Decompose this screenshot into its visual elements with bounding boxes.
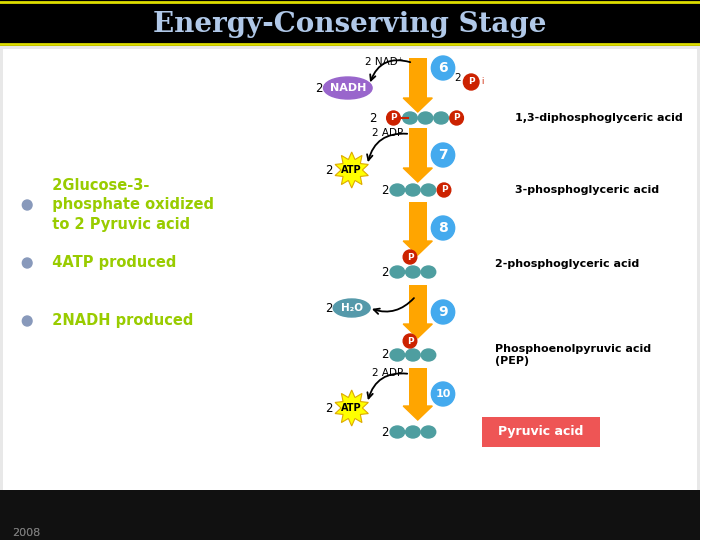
Ellipse shape	[390, 349, 405, 361]
Text: 2-phosphoglyceric acid: 2-phosphoglyceric acid	[495, 259, 640, 269]
Ellipse shape	[405, 266, 420, 278]
Circle shape	[464, 74, 479, 90]
Text: 2: 2	[454, 73, 461, 83]
Ellipse shape	[421, 349, 436, 361]
Ellipse shape	[390, 184, 405, 196]
Circle shape	[431, 143, 454, 167]
Text: P: P	[441, 186, 447, 194]
Ellipse shape	[418, 112, 433, 124]
FancyBboxPatch shape	[409, 128, 426, 168]
Ellipse shape	[402, 112, 418, 124]
FancyBboxPatch shape	[409, 285, 426, 324]
Text: P: P	[454, 113, 460, 123]
Circle shape	[22, 316, 32, 326]
Text: 2NADH produced: 2NADH produced	[42, 314, 193, 328]
Text: i: i	[481, 78, 483, 86]
Polygon shape	[403, 406, 432, 420]
Text: 6: 6	[438, 61, 448, 75]
Text: 2: 2	[315, 82, 323, 94]
Text: ATP: ATP	[341, 165, 362, 175]
Text: P: P	[468, 78, 474, 86]
Polygon shape	[403, 241, 432, 255]
Text: 4ATP produced: 4ATP produced	[42, 255, 176, 271]
Text: 2: 2	[325, 402, 332, 415]
Text: 2: 2	[325, 301, 332, 314]
FancyBboxPatch shape	[482, 417, 600, 447]
Circle shape	[431, 382, 454, 406]
Circle shape	[431, 216, 454, 240]
Circle shape	[22, 258, 32, 268]
Polygon shape	[403, 168, 432, 182]
Circle shape	[403, 334, 417, 348]
Text: 8: 8	[438, 221, 448, 235]
Ellipse shape	[323, 77, 372, 99]
Ellipse shape	[333, 299, 370, 317]
FancyBboxPatch shape	[0, 46, 700, 540]
FancyBboxPatch shape	[0, 490, 700, 540]
Ellipse shape	[390, 266, 405, 278]
Ellipse shape	[405, 184, 420, 196]
Circle shape	[431, 300, 454, 324]
Text: 2 NAD⁺: 2 NAD⁺	[365, 57, 403, 67]
Text: Pyruvic acid: Pyruvic acid	[498, 426, 584, 438]
Text: P: P	[390, 113, 397, 123]
Text: 9: 9	[438, 305, 448, 319]
Text: 10: 10	[436, 389, 451, 399]
Polygon shape	[403, 98, 432, 112]
Text: ATP: ATP	[341, 403, 362, 413]
Text: 2008: 2008	[12, 528, 40, 538]
FancyBboxPatch shape	[409, 368, 426, 406]
Circle shape	[22, 200, 32, 210]
Circle shape	[387, 111, 400, 125]
FancyBboxPatch shape	[0, 0, 700, 46]
Ellipse shape	[421, 266, 436, 278]
Text: 2 ADP: 2 ADP	[372, 368, 403, 378]
Circle shape	[431, 56, 454, 80]
Text: 2: 2	[381, 426, 389, 438]
Text: 2 ADP: 2 ADP	[372, 128, 403, 138]
Ellipse shape	[433, 112, 449, 124]
Text: 2008: 2008	[12, 528, 40, 538]
Polygon shape	[335, 152, 369, 188]
Text: 3-phosphoglyceric acid: 3-phosphoglyceric acid	[515, 185, 659, 195]
Ellipse shape	[421, 184, 436, 196]
Text: 2: 2	[381, 348, 389, 361]
Text: Phosphoenolpyruvic acid
(PEP): Phosphoenolpyruvic acid (PEP)	[495, 344, 652, 366]
Ellipse shape	[405, 426, 420, 438]
Text: P: P	[407, 253, 413, 261]
FancyBboxPatch shape	[409, 202, 426, 241]
Text: 2: 2	[325, 164, 332, 177]
Text: P: P	[407, 336, 413, 346]
Text: 2: 2	[381, 184, 389, 197]
Ellipse shape	[390, 426, 405, 438]
FancyBboxPatch shape	[3, 49, 696, 537]
Text: 2: 2	[369, 111, 377, 125]
Circle shape	[403, 250, 417, 264]
Text: 2: 2	[381, 266, 389, 279]
Text: 1,3-diphosphoglyceric acid: 1,3-diphosphoglyceric acid	[515, 113, 683, 123]
Circle shape	[450, 111, 464, 125]
Text: NADH: NADH	[330, 83, 366, 93]
FancyBboxPatch shape	[409, 58, 426, 98]
Text: Energy-Conserving Stage: Energy-Conserving Stage	[153, 10, 546, 37]
Text: 7: 7	[438, 148, 448, 162]
Text: 2Glucose-3-
  phosphate oxidized
  to 2 Pyruvic acid: 2Glucose-3- phosphate oxidized to 2 Pyru…	[42, 178, 214, 232]
Ellipse shape	[421, 426, 436, 438]
Polygon shape	[403, 324, 432, 338]
Ellipse shape	[405, 349, 420, 361]
Polygon shape	[335, 390, 369, 426]
Circle shape	[437, 183, 451, 197]
Text: H₂O: H₂O	[341, 303, 363, 313]
